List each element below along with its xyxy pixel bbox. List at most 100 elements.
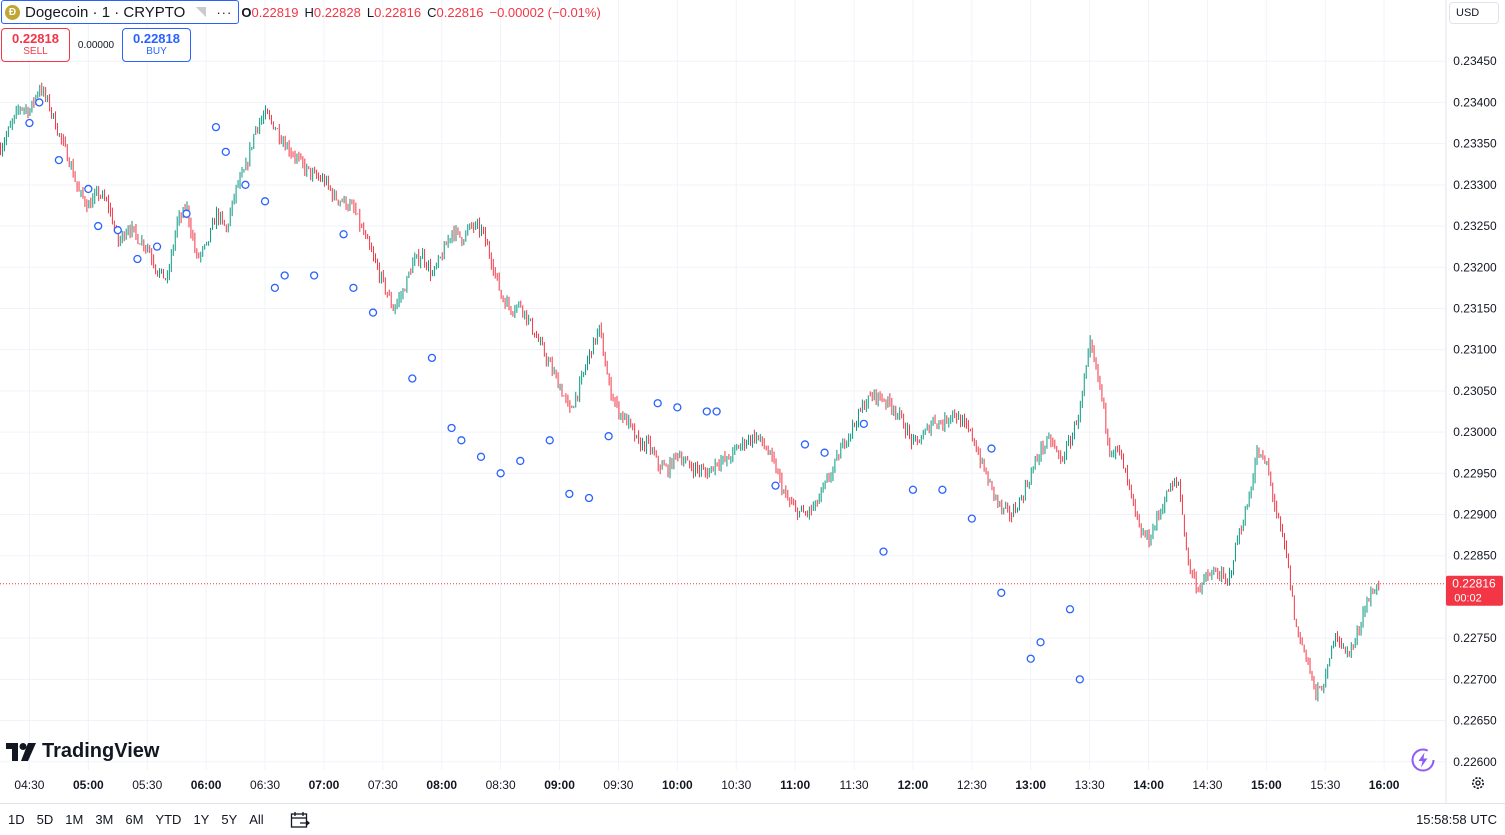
trade-marker[interactable] bbox=[604, 432, 613, 441]
range-1m[interactable]: 1M bbox=[65, 812, 84, 827]
time-tick-label: 12:00 bbox=[898, 778, 929, 792]
price-tick-label: 0.23000 bbox=[1453, 425, 1497, 439]
trade-marker[interactable] bbox=[496, 469, 505, 478]
high-label: H bbox=[304, 4, 314, 20]
trade-marker[interactable] bbox=[221, 147, 230, 157]
price-tick-label: 0.23200 bbox=[1453, 260, 1497, 274]
trade-marker[interactable] bbox=[565, 489, 574, 499]
range-5y[interactable]: 5Y bbox=[221, 812, 238, 827]
trade-marker[interactable] bbox=[427, 353, 437, 363]
trade-panel: 0.22818 SELL 0.00000 0.22818 BUY bbox=[1, 28, 191, 62]
range-6m[interactable]: 6M bbox=[125, 812, 144, 827]
trade-marker[interactable] bbox=[879, 547, 888, 556]
trade-marker[interactable] bbox=[457, 436, 466, 445]
candles bbox=[0, 82, 1380, 702]
time-tick-label: 07:30 bbox=[368, 778, 398, 792]
trade-marker[interactable] bbox=[84, 184, 93, 194]
trade-marker[interactable] bbox=[967, 514, 976, 523]
trade-marker[interactable] bbox=[447, 423, 456, 433]
trade-marker[interactable] bbox=[997, 588, 1006, 597]
close-value: 0.22816 bbox=[436, 4, 484, 20]
low-value: 0.22816 bbox=[374, 4, 422, 20]
buy-button[interactable]: 0.22818 BUY bbox=[122, 28, 191, 62]
price-tick-label: 0.23400 bbox=[1453, 95, 1497, 109]
sell-button[interactable]: 0.22818 SELL bbox=[1, 28, 70, 62]
dogecoin-icon: Ð bbox=[5, 4, 20, 20]
time-axis: 04:30 05:00 05:30 06:00 06:30 07:00 07:30 08:00… bbox=[14, 778, 1399, 792]
trade-marker[interactable] bbox=[702, 407, 711, 416]
range-1y[interactable]: 1Y bbox=[193, 812, 210, 827]
trade-marker[interactable] bbox=[800, 440, 810, 449]
currency-selector[interactable]: USD bbox=[1449, 2, 1499, 24]
time-tick-label: 11:00 bbox=[780, 778, 810, 792]
trade-marker[interactable] bbox=[938, 485, 947, 494]
price-tick-label: 0.23150 bbox=[1453, 301, 1497, 315]
last-price-badge: 0.22816 00:02 bbox=[1446, 575, 1503, 606]
bolt-icon[interactable] bbox=[1410, 747, 1436, 773]
trade-marker[interactable] bbox=[152, 242, 162, 251]
trade-marker[interactable] bbox=[712, 407, 721, 416]
more-icon[interactable]: ··· bbox=[216, 4, 233, 20]
trade-marker[interactable] bbox=[1036, 638, 1045, 647]
sell-price: 0.22818 bbox=[12, 31, 59, 46]
time-tick-label: 13:30 bbox=[1075, 778, 1105, 792]
trade-marker[interactable] bbox=[211, 122, 221, 132]
time-tick-label: 08:00 bbox=[426, 778, 457, 792]
tradingview-logo[interactable]: TradingView bbox=[6, 740, 159, 763]
trade-marker[interactable] bbox=[339, 230, 348, 239]
trade-marker[interactable] bbox=[309, 271, 319, 280]
trade-marker[interactable] bbox=[241, 180, 250, 189]
price-tick-label: 0.23350 bbox=[1453, 137, 1497, 151]
trade-marker[interactable] bbox=[368, 308, 378, 317]
symbol-selector[interactable]: Ð Dogecoin · 1 · CRYPTO ··· bbox=[1, 0, 240, 24]
trade-marker[interactable] bbox=[476, 452, 486, 461]
trade-marker[interactable] bbox=[516, 456, 525, 466]
price-tick-label: 0.23300 bbox=[1453, 178, 1497, 192]
trade-marker[interactable] bbox=[35, 98, 44, 107]
time-tick-label: 10:00 bbox=[662, 778, 693, 792]
trade-marker[interactable] bbox=[1065, 605, 1075, 614]
trade-marker[interactable] bbox=[1026, 654, 1035, 663]
trade-marker[interactable] bbox=[113, 226, 122, 235]
trade-marker[interactable] bbox=[260, 197, 270, 206]
trade-marker[interactable] bbox=[133, 254, 142, 264]
range-ytd[interactable]: YTD bbox=[155, 812, 182, 827]
price-tick-label: 0.22600 bbox=[1453, 755, 1497, 769]
open-label: O bbox=[241, 4, 252, 20]
date-range-button[interactable] bbox=[290, 811, 310, 829]
price-tick-label: 0.23450 bbox=[1453, 54, 1497, 68]
trade-marker[interactable] bbox=[182, 209, 191, 218]
trade-marker[interactable] bbox=[859, 419, 869, 428]
trade-marker[interactable] bbox=[673, 403, 682, 412]
trade-marker[interactable] bbox=[270, 283, 280, 293]
range-1d[interactable]: 1D bbox=[8, 812, 25, 827]
last-price-countdown: 00:02 bbox=[1454, 593, 1482, 605]
settings-gear-icon[interactable] bbox=[1471, 776, 1485, 790]
trade-marker[interactable] bbox=[94, 221, 103, 231]
range-5d[interactable]: 5D bbox=[36, 812, 54, 827]
time-tick-label: 09:00 bbox=[544, 778, 575, 792]
flag-icon[interactable] bbox=[195, 6, 207, 18]
range-3m[interactable]: 3M bbox=[95, 812, 114, 827]
trade-marker[interactable] bbox=[653, 399, 662, 408]
utc-clock[interactable]: 15:58:58 UTC bbox=[1416, 812, 1497, 827]
trade-marker[interactable] bbox=[54, 155, 64, 165]
trade-marker[interactable] bbox=[280, 271, 289, 280]
trade-marker[interactable] bbox=[25, 118, 34, 128]
range-all[interactable]: All bbox=[249, 812, 264, 827]
last-price-value: 0.22816 bbox=[1452, 577, 1496, 591]
time-tick-label: 12:30 bbox=[957, 778, 987, 792]
trade-marker[interactable] bbox=[771, 481, 780, 490]
buy-price: 0.22818 bbox=[133, 31, 180, 46]
trade-marker[interactable] bbox=[1075, 675, 1084, 684]
trade-marker[interactable] bbox=[908, 485, 918, 494]
trade-marker[interactable] bbox=[987, 444, 996, 453]
trade-marker[interactable] bbox=[349, 283, 358, 293]
trade-marker[interactable] bbox=[545, 436, 554, 445]
trade-marker[interactable] bbox=[408, 374, 417, 383]
time-tick-label: 06:30 bbox=[250, 778, 280, 792]
trade-marker[interactable] bbox=[584, 493, 594, 503]
time-tick-label: 15:30 bbox=[1310, 778, 1340, 792]
trade-marker[interactable] bbox=[820, 448, 829, 457]
